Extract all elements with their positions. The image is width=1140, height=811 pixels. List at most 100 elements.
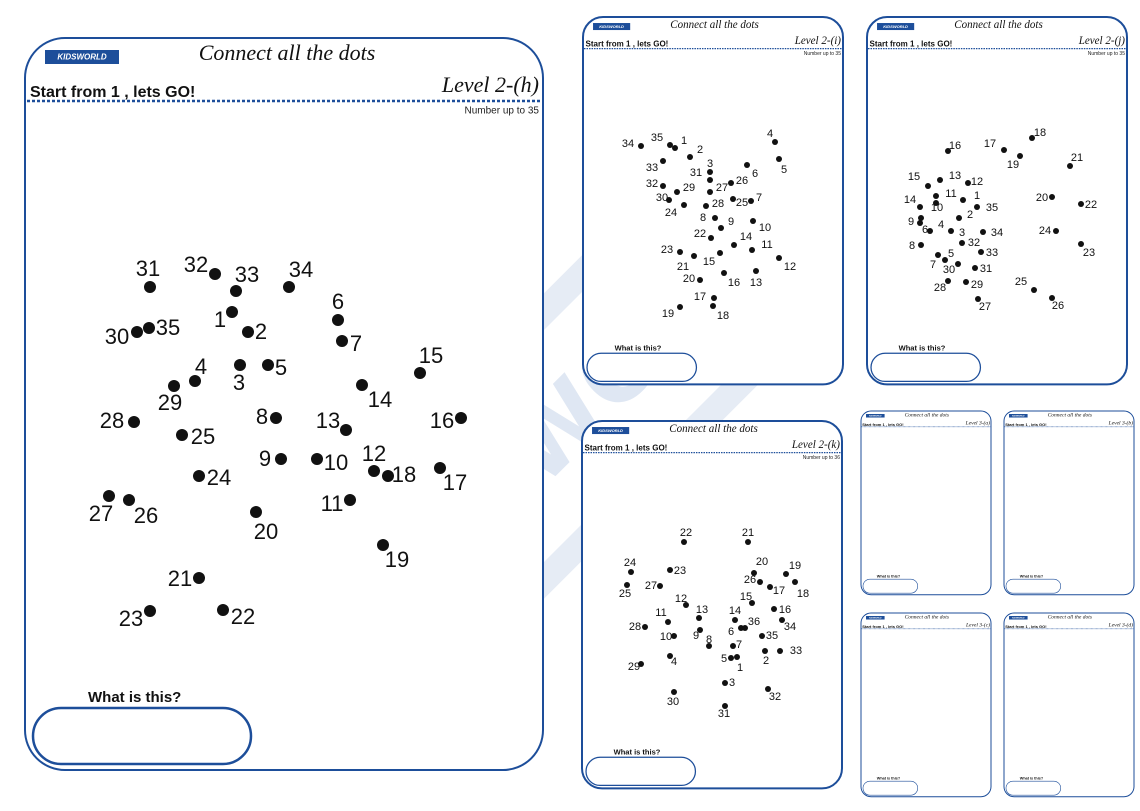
dot (356, 379, 368, 391)
brand: KIDSWORLD (598, 428, 623, 433)
dot (707, 169, 713, 175)
dot-number: 19 (662, 308, 674, 320)
dot (1049, 194, 1055, 200)
dot (974, 204, 980, 210)
dot (672, 145, 678, 151)
sheet-frame (580, 419, 843, 790)
dot-number: 2 (255, 319, 267, 344)
dot (722, 680, 728, 686)
dot-number: 30 (943, 264, 955, 276)
dot (168, 380, 180, 392)
dot-number: 14 (729, 605, 741, 617)
dot-number: 21 (1071, 152, 1083, 164)
brand-badge (592, 427, 630, 435)
dot (697, 277, 703, 283)
dot-number: 5 (781, 164, 787, 176)
dot (759, 633, 765, 639)
dot (275, 453, 287, 465)
dot-number: 1 (737, 662, 743, 674)
dot-number: 26 (134, 503, 158, 528)
level-text: Level 3-(c) (965, 622, 990, 629)
sheet-frame (860, 612, 992, 798)
dot-number: 7 (930, 259, 936, 271)
dot-number: 32 (968, 237, 980, 249)
dot (728, 655, 734, 661)
dot-number: 7 (756, 192, 762, 204)
sheet-title: Connect all the dots (669, 423, 758, 435)
number-note: Number up to 35 (465, 106, 540, 117)
dot-number: 16 (779, 604, 791, 616)
dot-number: 12 (362, 441, 386, 466)
dot-number: 34 (991, 227, 1003, 239)
dot (144, 605, 156, 617)
dot (230, 285, 242, 297)
dot (681, 202, 687, 208)
dot-number: 29 (971, 279, 983, 291)
brand-badge (877, 23, 915, 31)
dot-number: 20 (756, 556, 768, 568)
dot (718, 225, 724, 231)
dot-number: 5 (721, 653, 727, 665)
question: What is this? (615, 343, 662, 352)
dot (925, 183, 931, 189)
dot (751, 570, 757, 576)
dot (1001, 147, 1007, 153)
dot-number: 19 (789, 560, 801, 572)
dot (753, 268, 759, 274)
dot-number: 5 (275, 355, 287, 380)
dot (209, 268, 221, 280)
dot-number: 35 (651, 132, 663, 144)
dot (665, 619, 671, 625)
dot-number: 1 (214, 307, 226, 332)
dot (624, 582, 630, 588)
sheet-title: Connect all the dots (905, 615, 949, 621)
dot-number: 16 (728, 277, 740, 289)
dot-number: 22 (1085, 199, 1097, 211)
dot (935, 252, 941, 258)
start-text: Start from 1 , lets GO! (586, 40, 669, 49)
dot (657, 583, 663, 589)
dot (683, 602, 689, 608)
dot-number: 33 (646, 162, 658, 174)
start-text: Start from 1 , lets GO! (862, 422, 903, 427)
dot-number: 10 (759, 222, 771, 234)
dot-number: 31 (718, 708, 730, 720)
dot-number: 33 (235, 262, 259, 287)
dot (757, 579, 763, 585)
dot (742, 625, 748, 631)
dot (666, 197, 672, 203)
dot-number: 28 (100, 408, 124, 433)
dot-number: 11 (321, 491, 344, 516)
question: What is this? (877, 575, 901, 579)
dot-number: 25 (191, 424, 215, 449)
dot (706, 643, 712, 649)
sheet-frame (1003, 612, 1135, 798)
dot-number: 11 (945, 188, 956, 200)
start-text: Start from 1 , lets GO! (870, 40, 953, 49)
dot (128, 416, 140, 428)
dot (340, 424, 352, 436)
start-text: Start from 1 , lets GO! (862, 624, 903, 629)
dot-number: 9 (693, 630, 699, 642)
dot-number: 17 (984, 138, 996, 150)
dot-number: 18 (392, 462, 416, 487)
dot (671, 633, 677, 639)
dot (1078, 241, 1084, 247)
dot-number: 17 (773, 585, 785, 597)
dot-number: 19 (385, 547, 409, 572)
dot-number: 7 (350, 331, 362, 356)
dot (717, 250, 723, 256)
dot (980, 229, 986, 235)
level-text: Level 3-(a) (965, 420, 991, 427)
dot (143, 322, 155, 334)
question: What is this? (1020, 777, 1044, 781)
dot-number: 27 (979, 301, 991, 313)
start-text: Start from 1 , lets GO! (30, 84, 195, 101)
dot (776, 156, 782, 162)
dot (1029, 135, 1035, 141)
sheet-frame (860, 410, 992, 596)
dot-number: 4 (195, 354, 207, 379)
brand: KIDSWORLD (1012, 415, 1025, 417)
